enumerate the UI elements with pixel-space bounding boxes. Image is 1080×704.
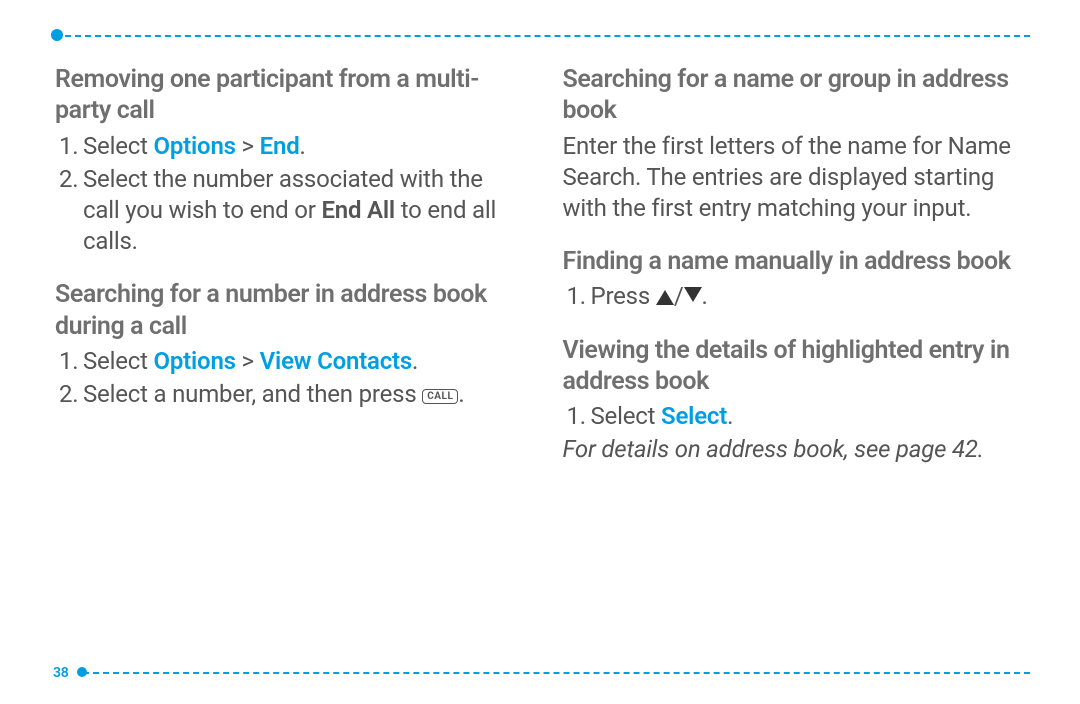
text: > xyxy=(236,132,260,160)
text: . xyxy=(702,282,708,310)
rule-line xyxy=(83,672,1030,674)
heading-search-name: Searching for a name or group in address… xyxy=(563,64,1031,127)
text: . xyxy=(458,380,464,408)
text: Select xyxy=(591,402,662,430)
steps-view-details: Select Select. xyxy=(563,401,1031,432)
ui-label: Options xyxy=(154,347,236,375)
page-number: 38 xyxy=(53,664,73,682)
steps-find-manual: Press /. xyxy=(563,281,1031,312)
text: . xyxy=(412,347,418,375)
text: Press xyxy=(591,282,656,310)
rule-line xyxy=(55,35,1030,37)
list-item: Select the number associated with the ca… xyxy=(83,164,523,258)
steps-remove-participant: Select Options > End. Select the number … xyxy=(55,131,523,258)
up-arrow-icon xyxy=(656,290,674,305)
list-item: Select Select. xyxy=(591,401,1031,432)
text: / xyxy=(674,282,684,310)
paragraph: Enter the first letters of the name for … xyxy=(563,131,1031,225)
heading-remove-participant: Removing one participant from a multi-pa… xyxy=(55,64,523,127)
steps-search-number: Select Options > View Contacts. Select a… xyxy=(55,346,523,410)
text: . xyxy=(727,402,733,430)
heading-search-number: Searching for a number in address book d… xyxy=(55,279,523,342)
top-rule xyxy=(55,30,1030,42)
text: . xyxy=(300,132,306,160)
left-column: Removing one participant from a multi-pa… xyxy=(55,64,523,465)
bottom-rule: 38 xyxy=(55,666,1030,680)
heading-find-manual: Finding a name manually in address book xyxy=(563,246,1031,277)
right-column: Searching for a name or group in address… xyxy=(563,64,1031,465)
list-item: Select Options > View Contacts. xyxy=(83,346,523,377)
ui-label: Options xyxy=(154,132,236,160)
ui-label: End All xyxy=(321,196,395,224)
ui-label: End xyxy=(260,132,300,160)
heading-view-details: Viewing the details of highlighted entry… xyxy=(563,335,1031,398)
list-item: Select Options > End. xyxy=(83,131,523,162)
note: For details on address book, see page 42… xyxy=(563,434,1031,465)
down-arrow-icon xyxy=(684,287,702,302)
ui-label: Select xyxy=(661,402,727,430)
list-item: Select a number, and then press CALL. xyxy=(83,379,523,410)
call-key-icon: CALL xyxy=(422,389,458,404)
text: Select a number, and then press xyxy=(83,380,422,408)
text: Select xyxy=(83,132,154,160)
columns: Removing one participant from a multi-pa… xyxy=(55,64,1030,465)
list-item: Press /. xyxy=(591,281,1031,312)
text: Select xyxy=(83,347,154,375)
text: > xyxy=(236,347,260,375)
rule-dot xyxy=(51,29,63,41)
ui-label: View Contacts xyxy=(260,347,412,375)
